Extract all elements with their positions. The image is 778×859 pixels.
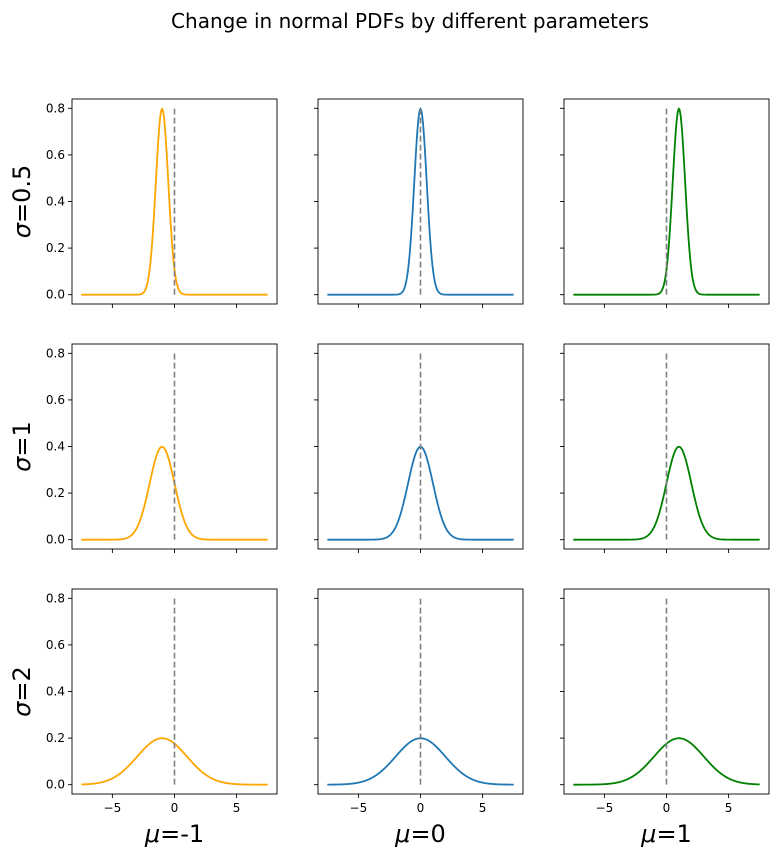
y-tick-label: 0.2 bbox=[46, 486, 65, 500]
y-tick-label: 0.4 bbox=[46, 440, 65, 454]
y-tick-label: 0.4 bbox=[46, 685, 65, 699]
subplot-r0-c0: 0.0 0.2 0.4 0.6 0.8 σ=0.5 bbox=[8, 98, 278, 308]
y-tick-label: 0.6 bbox=[46, 148, 65, 162]
y-tick-label: 0.8 bbox=[46, 101, 65, 115]
y-tick-label: 0.0 bbox=[46, 288, 65, 302]
column-label: μ=0 bbox=[394, 820, 446, 848]
x-tick-label: −5 bbox=[104, 801, 122, 815]
x-tick-label: 0 bbox=[663, 801, 671, 815]
pdf-curve bbox=[573, 107, 760, 296]
x-tick-label: 0 bbox=[417, 801, 425, 815]
x-tick-label: −5 bbox=[596, 801, 614, 815]
x-tick-label: 5 bbox=[479, 801, 487, 815]
column-label: μ=1 bbox=[640, 820, 692, 848]
subplot-r1-c2 bbox=[560, 343, 770, 553]
x-tick-label: 0 bbox=[171, 801, 179, 815]
row-label: σ=1 bbox=[8, 421, 36, 472]
x-tick-label: 5 bbox=[233, 801, 241, 815]
subplot-r1-c1 bbox=[314, 343, 524, 553]
subplot-r1-c0: 0.0 0.2 0.4 0.6 0.8 σ=1 bbox=[8, 343, 278, 553]
chart-title: Change in normal PDFs by different param… bbox=[171, 9, 649, 33]
y-tick-label: 0.6 bbox=[46, 638, 65, 652]
row-label: σ=2 bbox=[8, 666, 36, 717]
y-tick-label: 0.8 bbox=[46, 591, 65, 605]
subplot-r0-c2 bbox=[560, 98, 770, 308]
subplot-r2-c2: −5 0 5 μ=1 bbox=[560, 588, 770, 848]
y-tick-label: 0.8 bbox=[46, 346, 65, 360]
subplot-r0-c1 bbox=[314, 98, 524, 308]
column-label: μ=-1 bbox=[144, 820, 204, 848]
subplot-r2-c1: −5 0 5 μ=0 bbox=[314, 588, 524, 848]
row-label: σ=0.5 bbox=[8, 165, 36, 239]
y-tick-label: 0.0 bbox=[46, 778, 65, 792]
y-tick-label: 0.2 bbox=[46, 241, 65, 255]
y-tick-label: 0.6 bbox=[46, 393, 65, 407]
subplot-r2-c0: −5 0 5 0.0 0.2 0.4 0.6 0.8 σ=2 μ=-1 bbox=[8, 588, 278, 848]
x-tick-label: −5 bbox=[350, 801, 368, 815]
pdf-curve bbox=[81, 107, 268, 296]
panel-grid: 0.0 0.2 0.4 0.6 0.8 σ=0.5 0.0 0.2 0.4 0.6 0.8 σ=1 −5… bbox=[8, 98, 770, 848]
y-tick-label: 0.2 bbox=[46, 731, 65, 745]
x-tick-label: 5 bbox=[725, 801, 733, 815]
y-tick-label: 0.4 bbox=[46, 195, 65, 209]
y-tick-label: 0.0 bbox=[46, 533, 65, 547]
